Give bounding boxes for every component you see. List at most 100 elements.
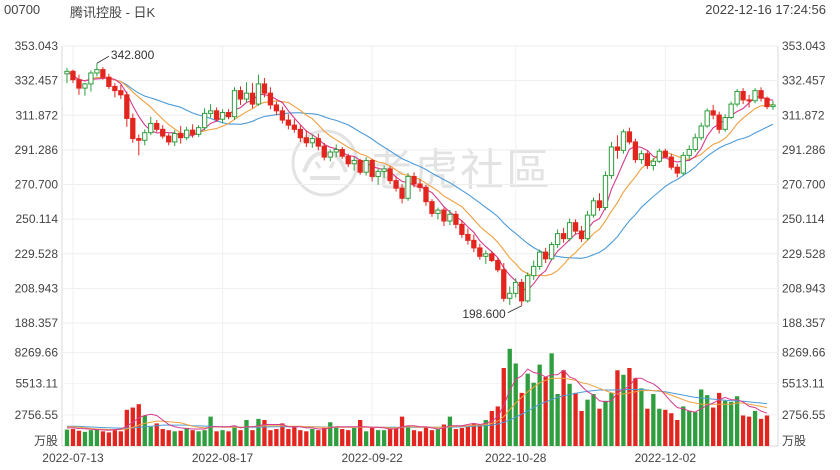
volume-unit-left: 万股 <box>34 434 58 448</box>
price-tick-left: 311.872 <box>16 108 59 122</box>
volume-tick-right: 5513.11 <box>782 377 825 391</box>
candle-body <box>393 180 399 189</box>
stock-name: 腾讯控股 - 日K <box>70 5 156 20</box>
volume-bar <box>328 422 333 446</box>
low-annotation: 198.600 <box>462 307 506 321</box>
candle-body <box>142 132 148 141</box>
candle-body <box>704 110 710 127</box>
candle-body <box>489 253 495 262</box>
candle-body <box>572 222 579 232</box>
candle-body <box>94 69 100 74</box>
volume-bar <box>519 392 524 446</box>
volume-bar <box>740 415 746 446</box>
volume-bar <box>687 410 692 446</box>
price-tick-left: 291.286 <box>15 143 59 157</box>
volume-bar <box>507 348 512 446</box>
candle-body <box>453 213 459 225</box>
candle-body <box>692 137 698 151</box>
volume-bar <box>633 378 638 446</box>
date-tick: 2022-12-02 <box>635 451 697 465</box>
candle-body <box>537 251 543 267</box>
candle-body <box>82 83 88 89</box>
date-tick: 2022-08-17 <box>192 451 254 465</box>
candle-body <box>249 92 256 105</box>
quote-datetime: 2022-12-16 17:24:56 <box>705 2 826 17</box>
candle-body <box>315 138 321 147</box>
candle-body <box>674 166 680 174</box>
price-tick-right: 229.528 <box>782 247 826 261</box>
candle-body <box>327 151 333 158</box>
candle-body <box>207 110 214 114</box>
volume-bar <box>387 429 393 446</box>
candle-body <box>255 83 262 105</box>
candle-body <box>590 200 597 216</box>
volume-bar <box>262 420 267 446</box>
volume-bar <box>746 416 752 446</box>
volume-bar <box>94 429 100 446</box>
candle-body <box>429 201 435 214</box>
volume-ma10-line <box>66 377 768 431</box>
candle-body <box>483 253 489 257</box>
volume-bar <box>214 431 219 446</box>
volume-bar <box>268 430 273 446</box>
volume-bar <box>531 382 536 446</box>
volume-bar <box>501 368 506 446</box>
volume-bar <box>106 432 112 446</box>
volume-bar <box>705 395 710 446</box>
volume-bar <box>591 394 596 446</box>
candle-body <box>219 112 226 120</box>
candle-body <box>297 128 303 139</box>
candle-body <box>160 128 166 137</box>
volume-bar <box>280 423 285 446</box>
candle-body <box>345 155 351 165</box>
volume-bar <box>238 430 243 446</box>
candle-body <box>166 135 172 143</box>
volume-bar <box>627 368 632 446</box>
volume-bar <box>621 374 626 446</box>
volume-bar <box>148 426 153 446</box>
candle-body <box>722 117 728 130</box>
volume-bar <box>178 430 183 446</box>
candle-body <box>321 145 327 158</box>
volume-bar <box>453 429 459 446</box>
volume-bar <box>184 427 189 446</box>
candle-body <box>100 69 106 78</box>
candle-body <box>213 110 220 120</box>
candle-body <box>770 104 776 108</box>
price-tick-left: 353.043 <box>15 39 59 53</box>
candle-body <box>201 112 208 129</box>
candle-body <box>728 103 734 119</box>
candle-body <box>656 150 662 162</box>
volume-bar <box>717 392 722 446</box>
price-tick-left: 208.943 <box>15 281 59 295</box>
volume-bar <box>758 418 764 446</box>
candle-body <box>507 292 513 299</box>
price-tick-left: 188.357 <box>15 316 59 330</box>
volume-tick-left: 5513.11 <box>16 377 59 391</box>
annotation-leader <box>507 305 522 314</box>
candle-body <box>602 175 609 209</box>
annotation-leader <box>96 55 110 64</box>
candle-body <box>560 233 567 240</box>
candle-body <box>548 244 555 260</box>
volume-bar <box>172 431 177 446</box>
candle-body <box>734 90 740 105</box>
volume-bar <box>651 394 656 446</box>
volume-bar <box>88 430 94 446</box>
volume-bar <box>417 431 423 446</box>
candle-body <box>417 183 423 188</box>
date-tick: 2022-09-22 <box>341 451 403 465</box>
candle-body <box>291 124 298 130</box>
candle-body <box>650 160 656 166</box>
volume-bar <box>429 430 435 446</box>
volume-bar <box>70 429 76 446</box>
price-tick-right: 208.943 <box>782 281 826 295</box>
volume-bar <box>244 420 249 446</box>
candle-body <box>644 153 651 166</box>
candle-body <box>70 70 76 81</box>
candle-body <box>662 150 668 158</box>
candle-body <box>243 92 250 100</box>
volume-bar <box>393 427 399 446</box>
volume-bar <box>764 415 770 446</box>
volume-bar <box>675 420 680 446</box>
